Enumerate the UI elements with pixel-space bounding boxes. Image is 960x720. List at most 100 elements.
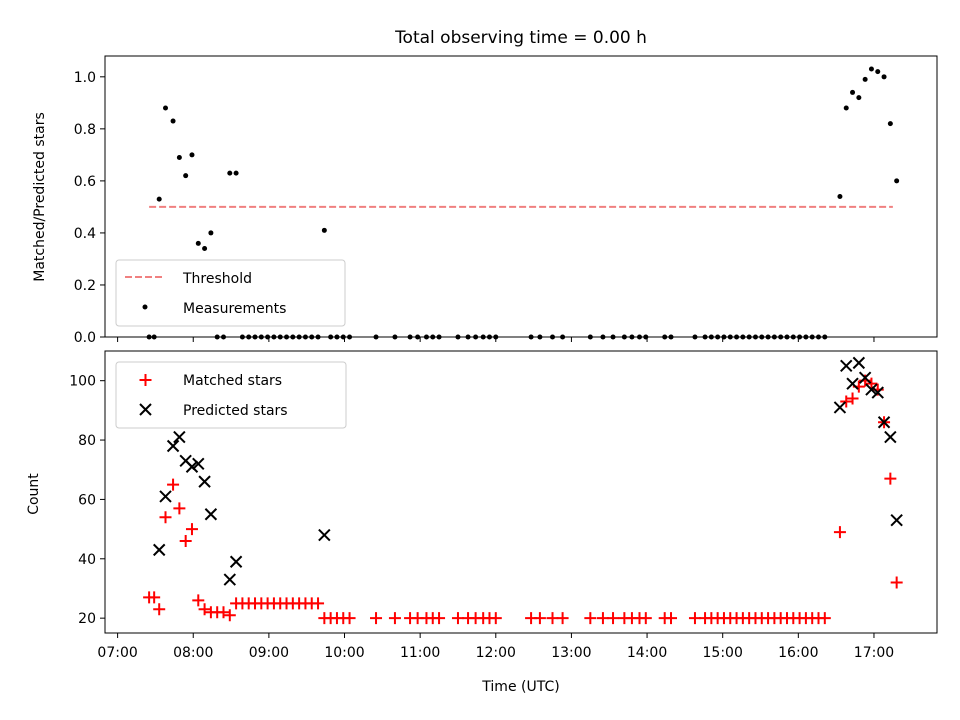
matched-star-point bbox=[198, 603, 211, 616]
top-y-tick-label: 0.6 bbox=[74, 174, 96, 190]
threshold-legend-label: Threshold bbox=[182, 271, 252, 287]
top-plot-frame bbox=[104, 55, 938, 338]
bottom-legend: Matched stars Predicted stars bbox=[115, 361, 347, 429]
measurement-point bbox=[146, 334, 152, 340]
bottom-legend-box bbox=[115, 361, 347, 429]
measurement-point bbox=[233, 170, 239, 176]
predicted-star-point bbox=[166, 439, 180, 453]
measurement-point bbox=[600, 334, 606, 340]
predicted-star-point bbox=[159, 490, 172, 503]
matched-star-point bbox=[865, 377, 878, 390]
matched-legend-swatch bbox=[139, 374, 152, 386]
measurement-point bbox=[822, 334, 828, 340]
measurement-point bbox=[328, 334, 334, 340]
bottom-x-tick-label: 11:00 bbox=[400, 645, 440, 661]
chart-title: Total observing time = 0.00 h bbox=[394, 28, 647, 48]
matched-star-point bbox=[388, 612, 401, 625]
measurement-point bbox=[321, 227, 327, 233]
matched-star-point bbox=[890, 576, 903, 589]
matched-star-point bbox=[818, 612, 831, 625]
matched-star-point bbox=[884, 472, 897, 485]
bottom-y-tick-label: 40 bbox=[78, 552, 96, 568]
predicted-star-point bbox=[318, 528, 331, 542]
measurement-point bbox=[265, 334, 271, 340]
matched-star-point bbox=[639, 612, 652, 625]
measurement-point bbox=[797, 334, 803, 340]
matched-star-point bbox=[833, 526, 846, 539]
measurement-point bbox=[423, 334, 429, 340]
measurement-point bbox=[473, 334, 479, 340]
matched-star-point bbox=[312, 597, 325, 610]
measurement-point bbox=[239, 334, 245, 340]
measurement-point bbox=[271, 334, 277, 340]
measurement-point bbox=[809, 334, 815, 340]
measurement-point bbox=[220, 334, 226, 340]
matched-star-point bbox=[192, 594, 205, 607]
matched-legend-label: Matched stars bbox=[183, 373, 282, 389]
bottom-plot-frame bbox=[104, 350, 938, 634]
measurement-point bbox=[894, 178, 900, 184]
measurement-point bbox=[392, 334, 398, 340]
bottom-x-tick-label: 17:00 bbox=[854, 645, 894, 661]
predicted-star-point bbox=[198, 475, 211, 488]
matched-star-point bbox=[343, 612, 356, 625]
measurement-point bbox=[692, 334, 698, 340]
measurement-point bbox=[347, 334, 353, 340]
x-axis-label: Time (UTC) bbox=[481, 679, 559, 695]
predicted-star-point bbox=[173, 430, 186, 444]
measurement-point bbox=[746, 334, 752, 340]
predicted-star-point bbox=[846, 377, 859, 390]
measurement-point bbox=[702, 334, 708, 340]
measurement-point bbox=[721, 334, 727, 340]
measurement-point bbox=[610, 334, 616, 340]
measurement-point bbox=[436, 334, 442, 340]
measurement-point bbox=[202, 246, 208, 252]
predicted-star-point bbox=[223, 573, 237, 586]
measurement-point bbox=[309, 334, 315, 340]
matched-star-point bbox=[148, 591, 161, 604]
bottom-y-tick-label: 100 bbox=[69, 374, 96, 390]
matched-star-point bbox=[370, 612, 383, 625]
predicted-star-point bbox=[884, 430, 897, 444]
measurement-point bbox=[759, 334, 765, 340]
measurement-point bbox=[862, 76, 868, 82]
measurement-point bbox=[170, 118, 176, 124]
measurement-point bbox=[708, 334, 714, 340]
predicted-star-point bbox=[152, 543, 166, 557]
predicted-star-point bbox=[204, 508, 218, 521]
bottom-x-tick-label: 16:00 bbox=[778, 645, 818, 661]
matched-star-point bbox=[451, 612, 464, 625]
bottom-y-tick-label: 60 bbox=[78, 492, 96, 508]
measurement-point bbox=[151, 334, 157, 340]
matched-star-point bbox=[153, 603, 166, 616]
measurement-point bbox=[176, 154, 182, 160]
measurement-point bbox=[296, 334, 302, 340]
top-y-axis-label: Matched/Predicted stars bbox=[32, 112, 48, 282]
measurement-point bbox=[668, 334, 674, 340]
measurement-point bbox=[560, 334, 566, 340]
predicted-legend-swatch bbox=[139, 403, 152, 416]
top-y-tick-label: 0.0 bbox=[74, 330, 96, 346]
measurement-point bbox=[252, 334, 258, 340]
measurements-legend-swatch bbox=[142, 304, 148, 310]
matched-star-point bbox=[217, 606, 230, 619]
matched-star-point bbox=[533, 612, 546, 625]
measurement-point bbox=[850, 89, 856, 95]
bottom-x-tick-label: 15:00 bbox=[703, 645, 743, 661]
measurement-point bbox=[662, 334, 668, 340]
measurement-point bbox=[246, 334, 252, 340]
measurement-point bbox=[790, 334, 796, 340]
measurement-point bbox=[455, 334, 461, 340]
measurement-point bbox=[195, 240, 201, 246]
measurement-point bbox=[302, 334, 308, 340]
measurement-point bbox=[284, 334, 290, 340]
predicted-star-point bbox=[858, 371, 872, 384]
predicted-legend-label: Predicted stars bbox=[183, 403, 288, 419]
matched-star-point bbox=[596, 612, 609, 625]
measurement-point bbox=[734, 334, 740, 340]
matched-star-point bbox=[179, 534, 192, 547]
measurement-point bbox=[636, 334, 642, 340]
measurement-point bbox=[715, 334, 721, 340]
matched-star-point bbox=[665, 612, 678, 625]
measurement-point bbox=[537, 334, 543, 340]
